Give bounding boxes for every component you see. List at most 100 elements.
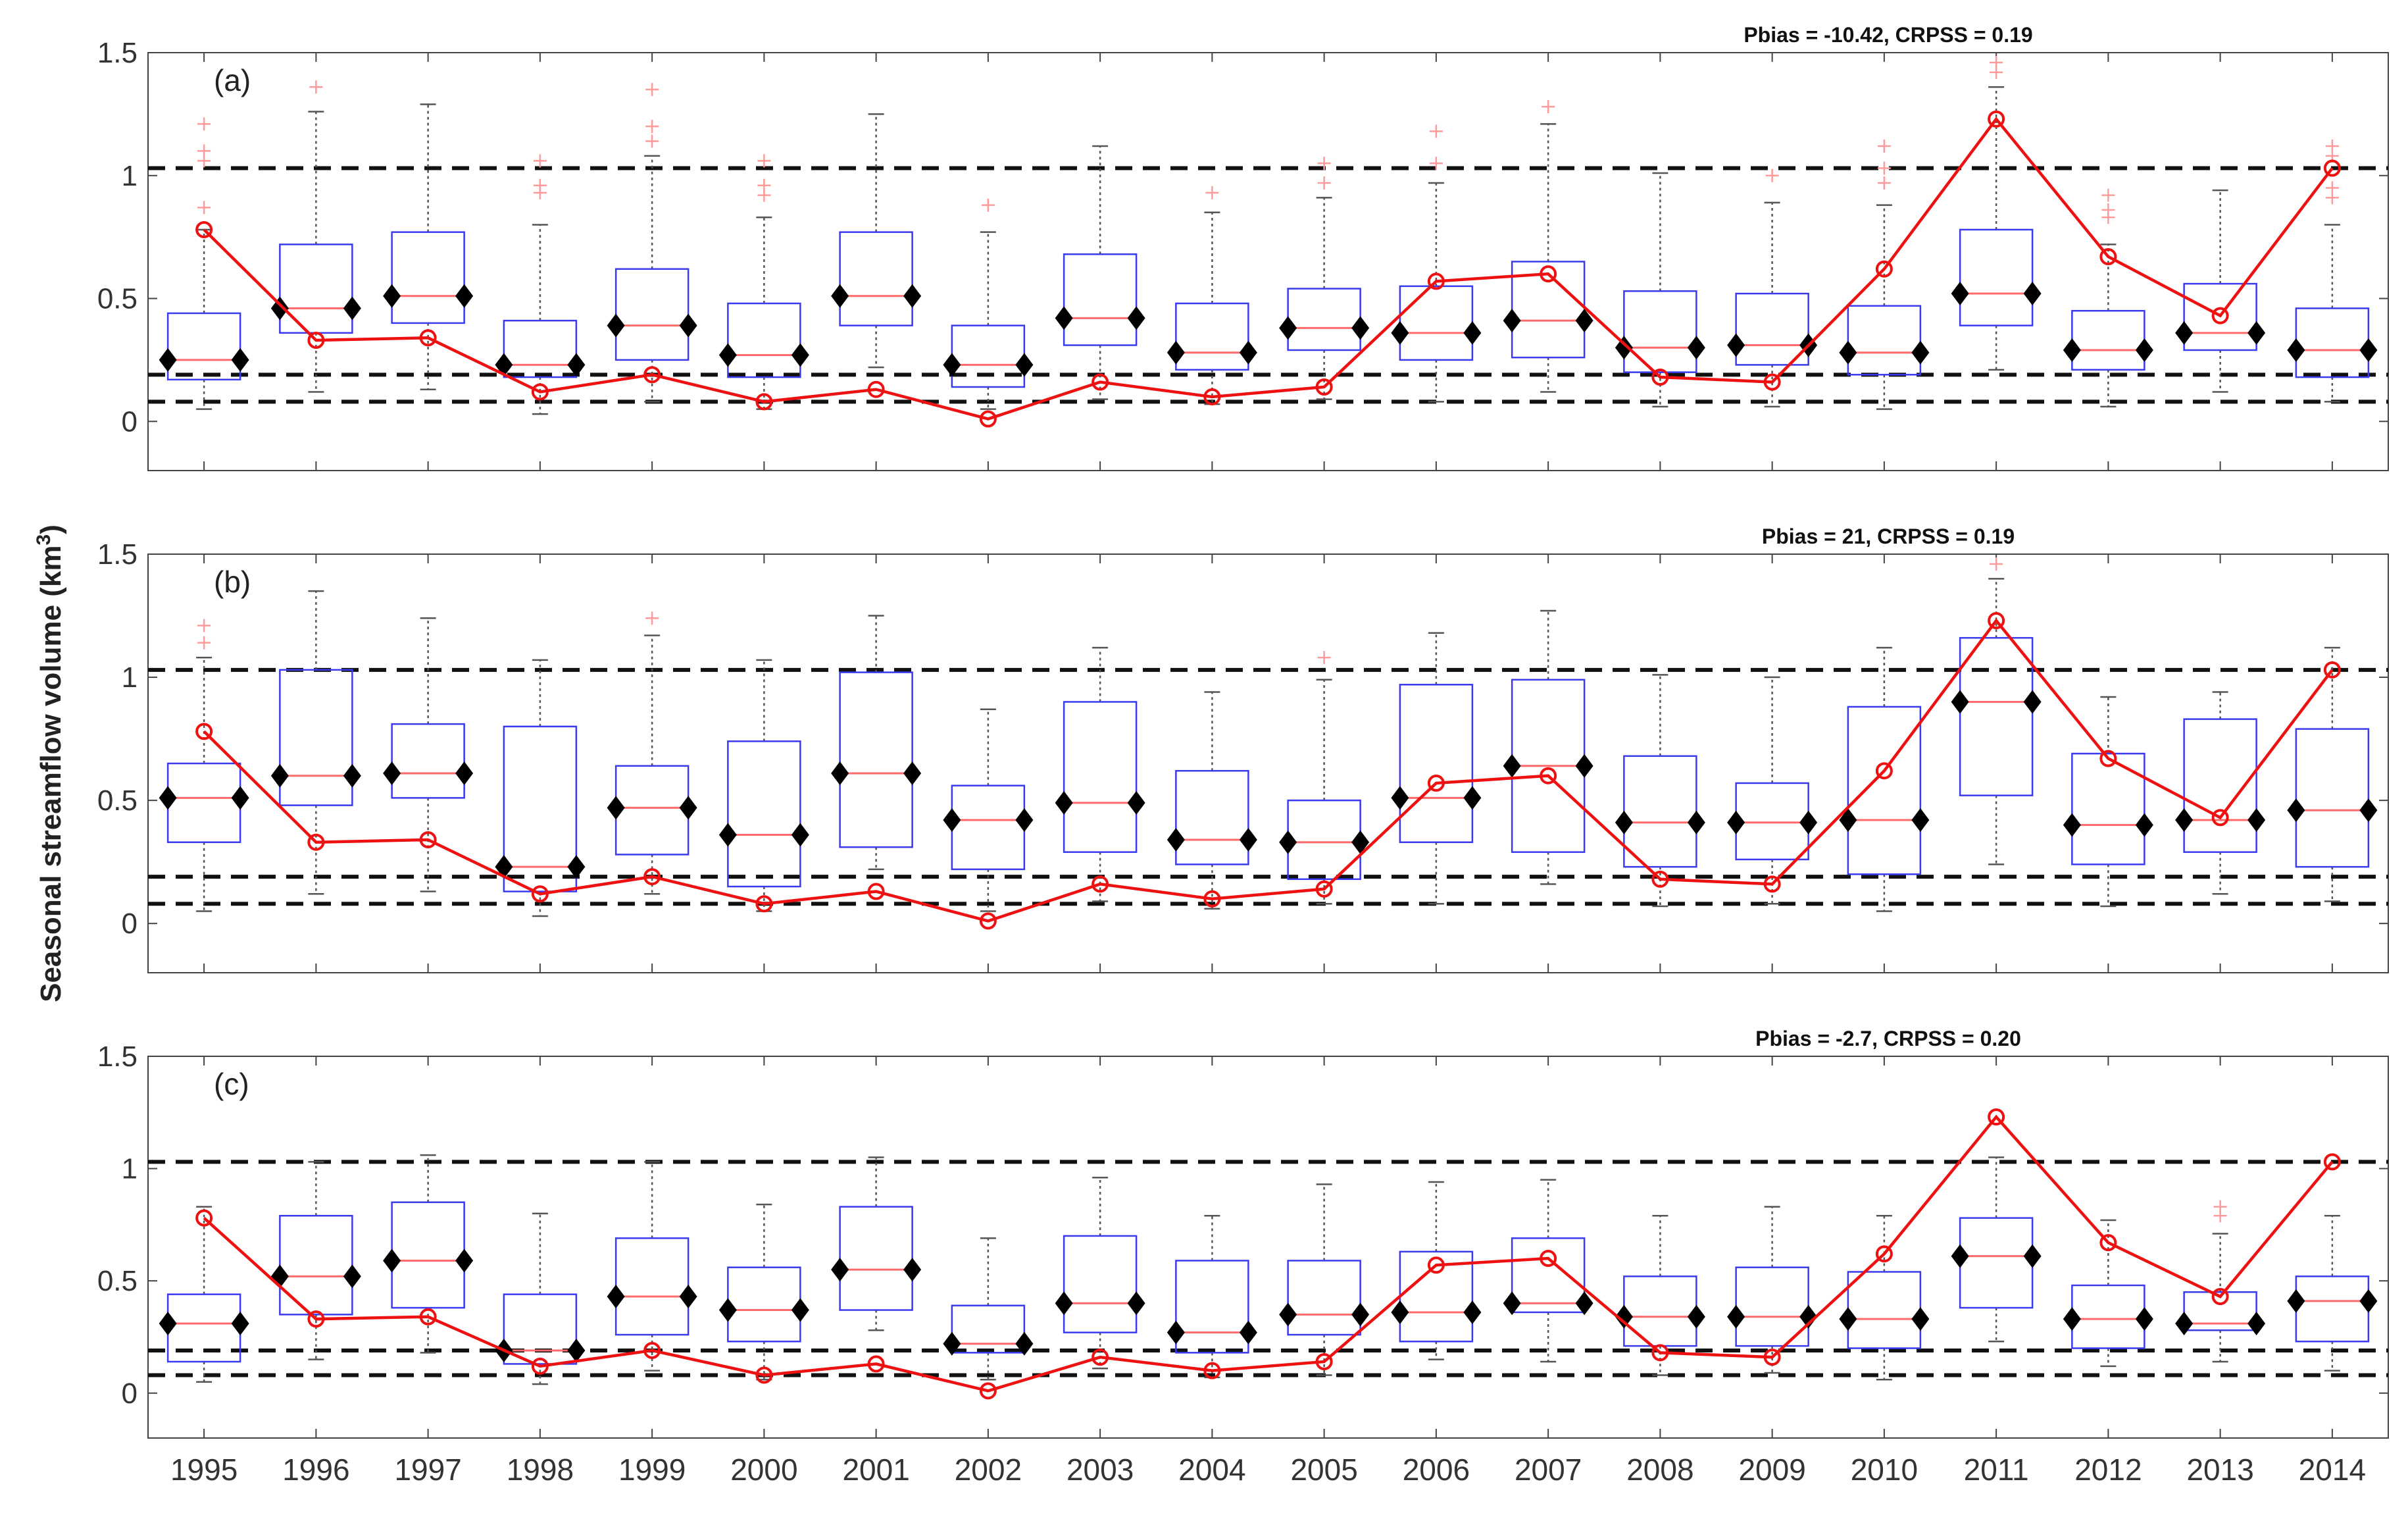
median-diamond xyxy=(231,786,249,810)
box-iqr xyxy=(2183,1291,2257,1331)
median-diamond xyxy=(1015,1331,1034,1356)
median-diamond xyxy=(1279,316,1297,340)
box-iqr xyxy=(615,1237,690,1336)
y-axis-label-superscript: 3 xyxy=(33,534,55,546)
observed-line xyxy=(203,116,2334,421)
box-1996 xyxy=(270,1161,361,1360)
box-iqr xyxy=(951,324,1026,388)
box-iqr xyxy=(391,231,465,324)
median-diamond xyxy=(1575,309,1593,333)
panel-label: (c) xyxy=(214,1067,249,1101)
median-diamond xyxy=(1951,690,1969,714)
outlier-marker xyxy=(645,611,659,625)
observed-point xyxy=(755,895,773,913)
observed-point xyxy=(1763,875,1781,893)
box-2014 xyxy=(2287,1214,2378,1372)
median-diamond xyxy=(1727,810,1745,835)
outlier-marker xyxy=(1317,157,1331,170)
box-iqr xyxy=(391,723,465,799)
box-2009 xyxy=(1727,168,1818,408)
outlier-marker xyxy=(2213,1200,2227,1214)
median-diamond xyxy=(1687,810,1705,835)
box-iqr xyxy=(2295,728,2370,868)
outlier-marker xyxy=(1317,651,1331,665)
y-axis-label-text: Seasonal streamflow volume (km xyxy=(35,545,67,1002)
median-diamond xyxy=(943,808,961,833)
outlier-marker xyxy=(1990,55,2003,69)
median-diamond xyxy=(2359,338,2378,362)
panel-b: 0 0.5 1 1.5 (b) Pbias = 21, CRPSS = 0.19 xyxy=(97,525,2389,973)
box-iqr xyxy=(951,1304,1026,1354)
observed-point xyxy=(195,220,213,238)
observed-point xyxy=(2099,750,2117,767)
x-tick-label: 1999 xyxy=(618,1453,686,1487)
median-diamond xyxy=(2359,1289,2378,1313)
median-diamond xyxy=(270,763,289,788)
median-diamond xyxy=(1279,830,1297,854)
y-tick-label: 0.5 xyxy=(97,784,138,817)
median-diamond xyxy=(1391,1300,1409,1324)
median-diamond xyxy=(1239,1320,1257,1345)
median-diamond xyxy=(831,1258,849,1282)
observed-point xyxy=(643,366,661,384)
outlier-marker xyxy=(981,198,995,212)
median-diamond xyxy=(383,761,401,785)
x-tick-label: 2010 xyxy=(1851,1453,1918,1487)
median-diamond xyxy=(567,855,586,879)
x-tick-label: 2009 xyxy=(1738,1453,1805,1487)
x-tick-label: 2012 xyxy=(2074,1453,2142,1487)
box-2002 xyxy=(943,1237,1034,1381)
median-diamond xyxy=(2287,1289,2305,1313)
box-iqr xyxy=(166,312,241,381)
observed-point xyxy=(1988,612,2005,630)
box-2000 xyxy=(718,659,809,912)
box-2008 xyxy=(1615,172,1705,408)
outlier-marker xyxy=(197,619,211,632)
observed-point xyxy=(419,831,437,848)
median-diamond xyxy=(343,763,361,788)
median-diamond xyxy=(2175,321,2194,345)
median-diamond xyxy=(791,1298,809,1322)
x-tick-label: 2006 xyxy=(1403,1453,1470,1487)
x-tick-label: 2003 xyxy=(1066,1453,1134,1487)
box-iqr xyxy=(503,1293,578,1365)
box-2011 xyxy=(1951,55,2042,371)
box-iqr xyxy=(2295,1275,2370,1343)
box-2007 xyxy=(1503,100,1593,393)
y-axis-label-close: ) xyxy=(35,525,67,534)
box-iqr xyxy=(1287,1260,1361,1336)
box-iqr xyxy=(1735,782,1809,861)
box-2014 xyxy=(2287,646,2378,902)
observed-point xyxy=(1875,762,1893,780)
box-2005 xyxy=(1279,651,1370,905)
x-tick-label: 1996 xyxy=(282,1453,349,1487)
box-iqr xyxy=(2295,307,2370,378)
box-iqr xyxy=(1287,799,1361,881)
median-diamond xyxy=(231,347,249,372)
box-1999 xyxy=(607,611,697,895)
median-diamond xyxy=(2063,813,2081,837)
median-diamond xyxy=(567,353,586,377)
median-diamond xyxy=(1055,790,1073,815)
box-iqr xyxy=(2071,309,2145,371)
median-diamond xyxy=(1351,830,1370,854)
median-diamond xyxy=(903,284,922,308)
box-2008 xyxy=(1615,674,1705,908)
median-diamond xyxy=(1239,827,1257,852)
median-diamond xyxy=(2023,690,2042,714)
box-iqr xyxy=(1063,253,1138,346)
y-tick-label: 0 xyxy=(122,405,138,438)
x-tick-label: 2014 xyxy=(2299,1453,2366,1487)
outlier-marker xyxy=(309,80,323,94)
median-diamond xyxy=(1503,309,1521,333)
observed-point xyxy=(1315,1353,1333,1370)
median-diamond xyxy=(1615,1304,1633,1329)
box-iqr xyxy=(1959,1217,2034,1309)
median-diamond xyxy=(903,1258,922,1282)
median-diamond xyxy=(1391,321,1409,345)
observed-point xyxy=(1651,870,1669,888)
panel-metrics: Pbias = -2.7, CRPSS = 0.20 xyxy=(1755,1027,2021,1050)
observed-point xyxy=(307,1310,325,1328)
observed-point xyxy=(979,410,997,428)
box-2013 xyxy=(2175,691,2266,895)
